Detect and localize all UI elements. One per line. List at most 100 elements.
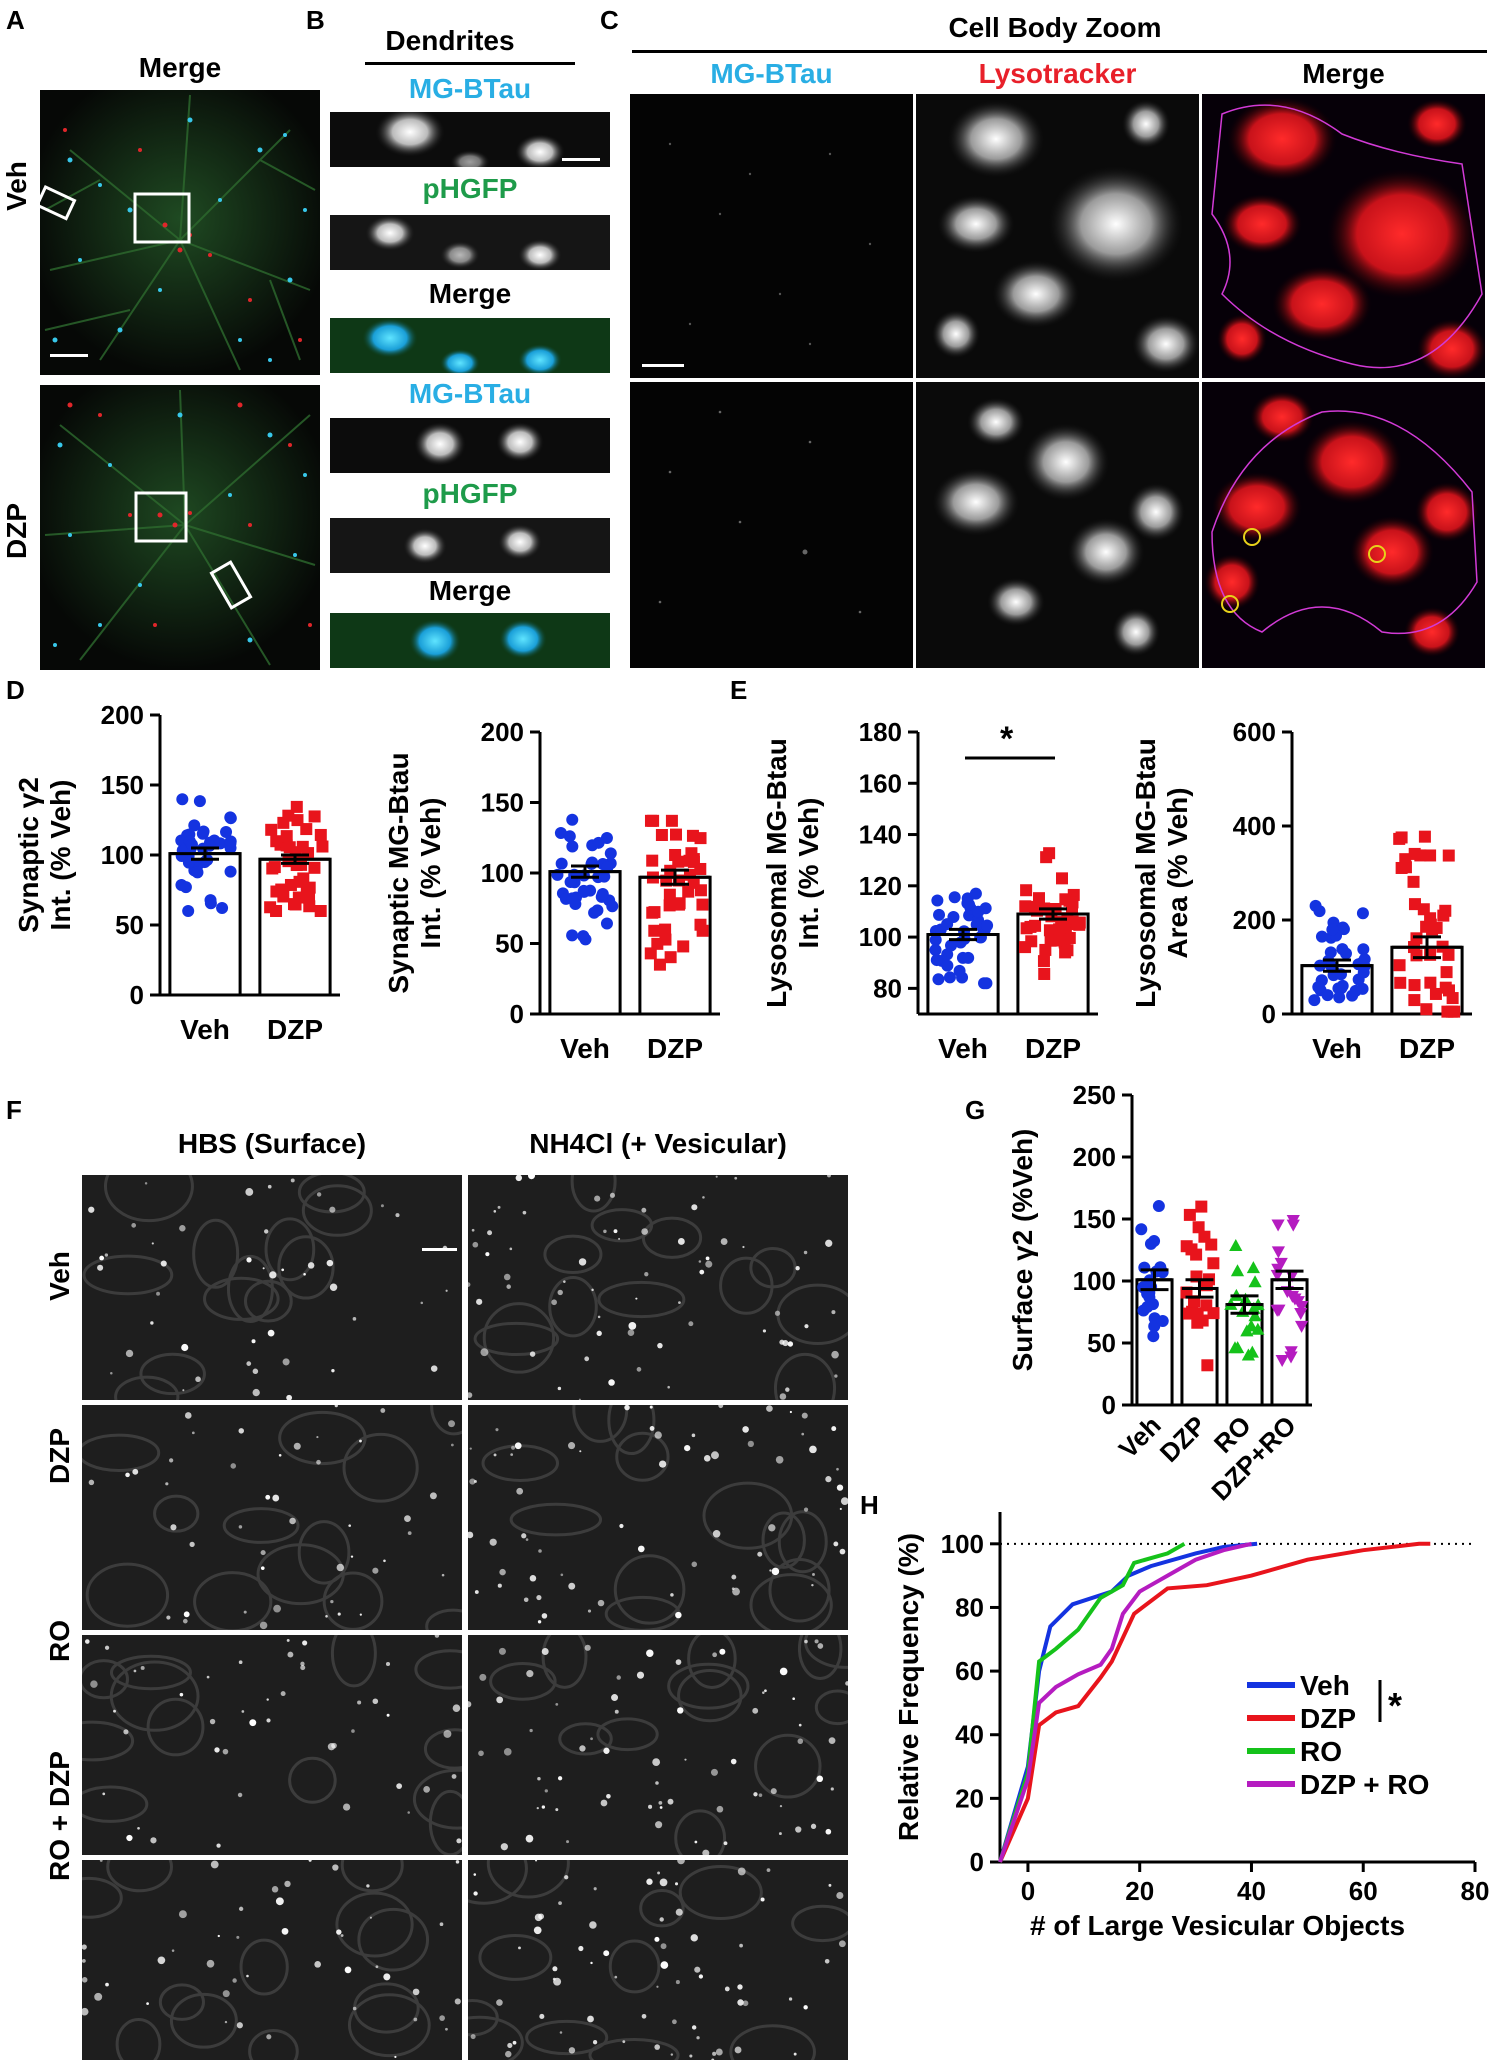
panel-c-label-lysotracker: Lysotracker [978,58,1137,89]
data-point [1246,1261,1260,1274]
data-point [929,933,942,946]
y-axis-label: Int. (% Veh) [415,798,446,949]
data-point [280,830,293,843]
data-point [981,919,994,932]
data-point [1399,861,1412,874]
data-point [646,854,659,867]
y-tick-label: 100 [859,922,902,952]
data-point [1312,981,1325,994]
panel-c-label-merge: Merge [1302,58,1385,89]
data-point [1138,1261,1151,1274]
legend-label: RO [1300,1736,1342,1767]
legend-label: DZP + RO [1300,1769,1429,1800]
data-point [673,897,686,910]
y-tick-label: 150 [101,770,144,800]
data-point [224,835,237,848]
data-point [1286,1215,1300,1228]
y-tick-label: 0 [510,999,524,1029]
data-point [961,897,974,910]
data-point [600,917,613,930]
data-point [566,840,579,853]
data-point [1407,875,1420,888]
data-point [664,951,677,964]
data-point [175,879,188,892]
data-point [687,876,700,889]
x-tick-label: Veh [1113,1410,1167,1464]
data-point [182,905,195,917]
y-axis-label: Lysosomal MG-Btau [1130,738,1161,1008]
data-point [931,894,944,907]
series-line-ro [998,1542,1186,1863]
data-point [297,872,310,885]
panel-label-g: G [965,1095,986,1125]
data-point [1185,1243,1198,1256]
data-point [290,800,303,813]
data-point [1183,1208,1196,1221]
dendrite-mgbtau-dzp [330,418,610,473]
data-point [1424,976,1437,989]
data-point [275,883,288,896]
panel-label-d: D [6,675,25,705]
y-tick-label: 50 [495,929,524,959]
legend-sig-star: * [1388,1685,1402,1726]
panel-b-label-phgfp-dzp: pHGFP [422,478,518,509]
data-point [308,810,321,823]
y-axis-label: Synaptic MG-Btau [383,752,414,993]
x-tick-label: Veh [560,1033,610,1064]
cellbody-mgbtau-veh [630,94,913,378]
dendrite-phgfp-veh [330,215,610,270]
data-point [663,888,676,901]
x-axis-label: # of Large Vesicular Objects [1030,1910,1405,1941]
y-axis-label: Lysosomal MG-Btau [761,738,792,1008]
series-line-dzp [998,1541,1431,1863]
data-point [677,940,690,953]
y-tick-label: 140 [859,820,902,850]
data-point [1393,959,1406,972]
data-point [1408,898,1421,911]
data-point [1229,1239,1243,1252]
data-point [1408,847,1421,860]
merge-image-veh [40,90,320,375]
y-axis-label: Relative Frequency (%) [893,1533,924,1841]
data-point [1055,872,1068,885]
micrograph-3-1 [82,1635,462,1855]
y-tick-label: 100 [481,858,524,888]
data-point [1198,1230,1211,1243]
data-point [1442,948,1455,961]
data-point [555,857,568,870]
data-point [220,826,233,839]
y-tick-label: 100 [101,840,144,870]
scale-bar [50,354,88,357]
y-axis-label: Int. (% Veh) [793,798,824,949]
data-point [1274,1257,1288,1270]
y-tick-label: 50 [115,910,144,940]
data-point [1152,1200,1165,1213]
data-point [648,924,661,937]
y-axis-label: Surface γ2 (%Veh) [1007,1129,1038,1372]
data-point [1272,1304,1286,1317]
y-tick-label: 200 [481,717,524,747]
data-point [1039,943,1052,956]
data-point [191,866,204,879]
y-tick-label: 400 [1233,811,1276,841]
chart-E1: 80 100 120 140 160 180 Veh DZP Lysosomal MG-Btau… [761,717,1098,1064]
y-tick-label: 20 [955,1783,984,1813]
data-point [1446,992,1459,1005]
legend-label: DZP [1300,1703,1356,1734]
data-point [288,898,301,911]
y-tick-label: 250 [1073,1080,1116,1110]
data-point [224,811,237,824]
data-point [1019,900,1032,913]
data-point [1201,1359,1214,1372]
data-point [1313,905,1326,918]
data-point [270,835,283,848]
data-point [591,904,604,917]
panel-label-e: E [730,675,748,705]
data-point [1285,1290,1300,1303]
data-point [1418,830,1431,843]
y-tick-label: 0 [1262,999,1276,1029]
data-point [193,795,206,808]
data-point [1308,994,1321,1007]
